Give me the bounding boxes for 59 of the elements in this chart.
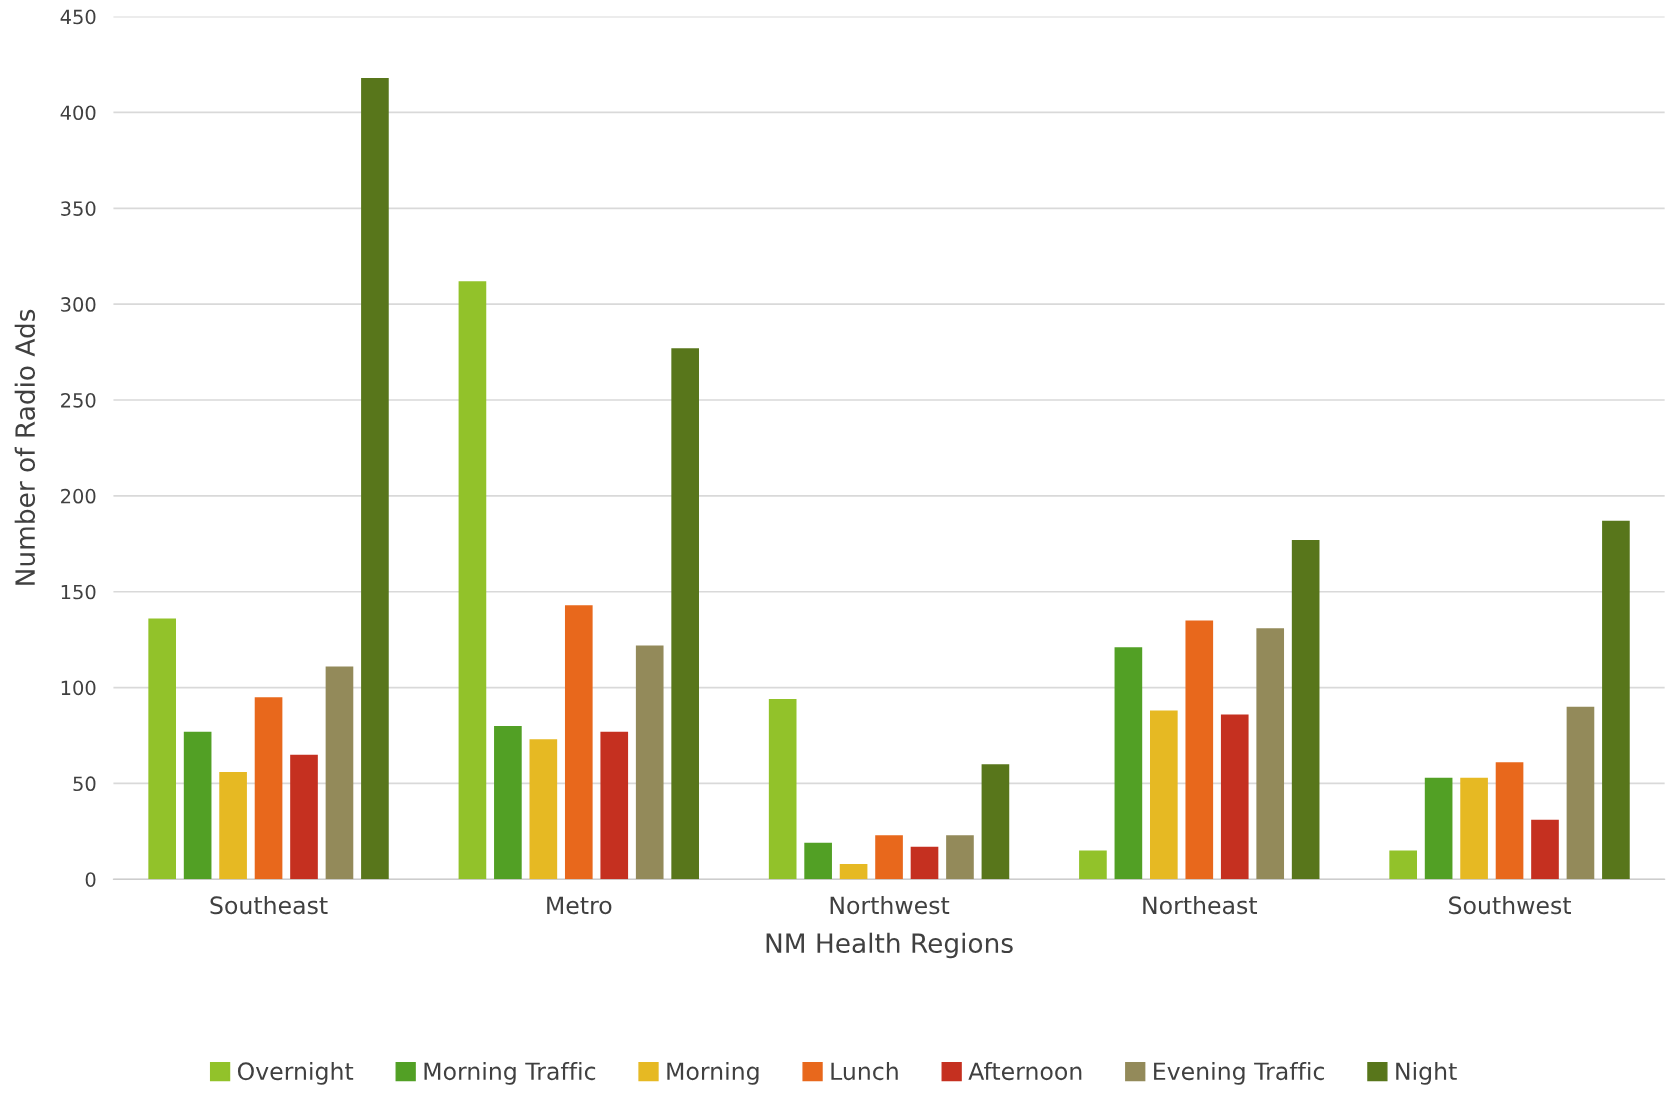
- bar: [671, 348, 699, 880]
- y-tick-label: 200: [61, 488, 96, 504]
- bar: [325, 666, 354, 880]
- bar: [839, 863, 868, 880]
- bar: [875, 835, 903, 880]
- y-tick-label: 300: [61, 297, 96, 312]
- bar: [183, 731, 212, 880]
- bar: [1220, 714, 1249, 880]
- y-tick-label: 350: [61, 201, 96, 216]
- bar: [910, 846, 939, 880]
- bar: [458, 281, 487, 880]
- bar: [494, 725, 522, 880]
- bar: [981, 764, 1010, 880]
- x-tick-label: Northeast: [1143, 895, 1258, 915]
- legend-label: Afternoon: [968, 1061, 1082, 1081]
- bar: [290, 754, 318, 880]
- bar: [219, 771, 247, 880]
- legend-label: Night: [1396, 1061, 1457, 1085]
- legend-label: Lunch: [831, 1061, 898, 1081]
- bar: [148, 618, 177, 880]
- bar: [1424, 777, 1453, 880]
- legend-label: Morning Traffic: [424, 1061, 596, 1085]
- bar: [1460, 777, 1488, 880]
- bar: [1495, 762, 1524, 880]
- y-axis-title: Number of Radio Ads: [14, 309, 36, 585]
- bar: [600, 731, 629, 880]
- bar: [1389, 850, 1417, 880]
- x-tick-label: Northwest: [830, 895, 950, 915]
- y-tick-label: 50: [73, 776, 96, 792]
- legend-label: Evening Traffic: [1154, 1061, 1324, 1085]
- bar: [361, 77, 389, 880]
- y-tick-label: 250: [61, 392, 96, 408]
- x-tick-label: Southeast: [210, 895, 328, 915]
- bar: [1566, 706, 1595, 880]
- bar: [1256, 628, 1285, 880]
- legend-label: Morning: [667, 1061, 759, 1085]
- y-tick-label: 0: [85, 872, 96, 887]
- bar: [804, 842, 832, 880]
- bar: [768, 699, 797, 880]
- y-tick-label: 100: [61, 680, 96, 696]
- bar: [529, 739, 558, 880]
- bar: [1150, 710, 1178, 880]
- bar: [1291, 539, 1320, 880]
- bar: [1114, 647, 1143, 880]
- x-tick-label: Southwest: [1449, 895, 1571, 915]
- bar: [1602, 520, 1630, 880]
- bar: [635, 645, 664, 880]
- x-tick-label: Metro: [547, 896, 612, 915]
- bar: [1531, 819, 1559, 880]
- bar: [946, 835, 974, 880]
- y-tick-label: 150: [61, 584, 96, 600]
- y-tick-label: 400: [60, 105, 96, 121]
- y-tick-label: 450: [60, 9, 96, 25]
- bar: [1079, 850, 1107, 880]
- bar: [254, 697, 283, 880]
- legend-label: Overnight: [237, 1061, 354, 1085]
- bar: [1185, 620, 1214, 880]
- x-axis-title: NM Health Regions: [766, 932, 1013, 959]
- bar: [564, 605, 593, 880]
